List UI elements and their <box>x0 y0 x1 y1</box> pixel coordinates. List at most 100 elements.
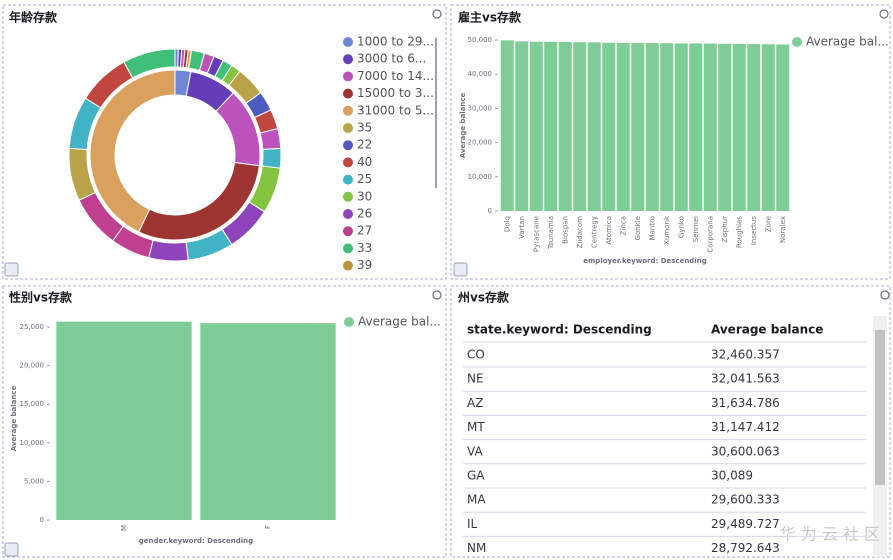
y-tick-label: 5,000 <box>24 477 44 485</box>
table-cell: NM <box>467 541 486 555</box>
legend-label: 30 <box>357 189 372 203</box>
bar <box>761 44 775 212</box>
legend-swatch <box>343 71 353 82</box>
legend-label: 15000 to 3... <box>357 86 434 100</box>
bar <box>689 43 703 211</box>
y-tick-label: 40,000 <box>468 70 493 78</box>
legend-swatch <box>343 54 353 65</box>
gear[interactable] <box>432 9 442 19</box>
x-tick-label: Pyrascane <box>532 216 540 252</box>
y-tick-label: 0 <box>488 207 492 215</box>
y-tick-label: 10,000 <box>468 173 493 181</box>
slice <box>123 48 176 79</box>
table-cell: 29,489.727 <box>711 517 780 531</box>
table-cell: MT <box>467 420 485 434</box>
legend-swatch <box>792 37 802 47</box>
column-header: state.keyword: Descending <box>467 323 652 337</box>
legend-toggle[interactable] <box>4 262 19 277</box>
y-axis-title: Average balance <box>10 385 18 451</box>
y-tick-label: 30,000 <box>468 104 493 112</box>
x-tick-label: Atomica <box>605 216 613 245</box>
bar <box>674 43 688 211</box>
panel-title: 州vs存款 <box>457 290 510 305</box>
y-tick-label: 20,000 <box>20 362 45 370</box>
legend-label: 27 <box>357 224 372 238</box>
table-cell: CO <box>467 348 485 362</box>
gear-icons[interactable] <box>432 9 890 300</box>
legend-label: 40 <box>357 155 372 169</box>
bar <box>631 43 645 211</box>
legend-swatch <box>343 105 353 116</box>
y-tick-label: 15,000 <box>20 400 45 408</box>
x-tick-label: Zinca <box>619 216 627 235</box>
gear[interactable] <box>432 290 442 300</box>
legend-swatch <box>343 123 353 133</box>
table-cell: 30,089 <box>711 469 753 483</box>
x-tick-label: Insectus <box>750 216 758 245</box>
legend-swatch <box>343 260 353 271</box>
legend-label: 39 <box>357 258 372 272</box>
x-tick-label: Noralex <box>779 216 787 243</box>
table-cell: AZ <box>467 396 483 410</box>
scroll-thumb[interactable] <box>875 330 885 485</box>
y-tick-label: 25,000 <box>20 323 45 331</box>
legend-label: 33 <box>357 241 372 255</box>
x-tick-label: Biospan <box>561 216 569 244</box>
x-tick-label: Mantro <box>648 216 656 241</box>
y-axis-title: Average balance <box>459 92 467 158</box>
bar <box>747 44 761 211</box>
gear[interactable] <box>879 9 889 19</box>
bar <box>645 43 659 211</box>
table-cell: IL <box>467 517 478 531</box>
legend-label: Average bal... <box>358 315 441 329</box>
legend-toggle[interactable] <box>453 262 468 277</box>
x-tick-label: Dolq <box>503 216 511 232</box>
slice <box>148 239 189 262</box>
x-tick-label: F <box>264 525 272 529</box>
table-cell: 30,600.063 <box>711 444 780 458</box>
x-axis-title: gender.keyword: Descending <box>139 537 253 545</box>
x-tick-label: Corporana <box>706 216 714 253</box>
bar <box>776 44 790 211</box>
x-tick-label: Xumonk <box>663 215 671 245</box>
bar <box>529 41 543 212</box>
bar <box>544 41 558 212</box>
table-cell: VA <box>467 444 483 458</box>
bar <box>732 43 746 211</box>
legend-label: 7000 to 14... <box>357 69 434 83</box>
y-tick-label: 10,000 <box>20 439 45 447</box>
legend-label: Average bal... <box>806 35 889 49</box>
x-tick-label: Roughies <box>735 216 743 248</box>
legend-swatch <box>344 317 354 327</box>
bar <box>616 42 630 212</box>
x-tick-label: Zore <box>764 216 772 232</box>
table-cell: 32,460.357 <box>711 348 780 362</box>
panel-title: 雇主vs存款 <box>458 10 522 25</box>
legend-label: 31000 to 5... <box>357 103 434 117</box>
legend-swatch <box>343 209 353 219</box>
bar <box>573 42 587 212</box>
bar <box>718 43 732 212</box>
bar <box>660 43 674 212</box>
legend-swatch <box>343 88 353 99</box>
x-tick-label: Centregy <box>590 216 598 248</box>
table-cell: 31,634.786 <box>711 396 780 410</box>
y-tick-label: 0 <box>40 516 44 524</box>
watermark: 华 为 云 社 区 <box>780 525 880 544</box>
legend-swatch <box>343 37 353 47</box>
table-cell: NE <box>467 372 484 386</box>
bar <box>602 42 616 212</box>
x-tick-label: Senmei <box>692 216 700 242</box>
table-cell: 28,792.643 <box>711 541 780 555</box>
bar <box>558 42 572 211</box>
bar <box>500 40 514 212</box>
legend-toggle[interactable] <box>4 542 19 557</box>
x-tick-label: Tsunamia <box>547 216 555 250</box>
legend-label: 3000 to 6... <box>357 52 426 66</box>
legend-toggles[interactable] <box>4 262 468 557</box>
y-tick-label: 50,000 <box>468 36 493 44</box>
table-cell: 29,600.333 <box>711 493 780 507</box>
gear[interactable] <box>880 290 890 300</box>
legend-swatch <box>343 174 353 185</box>
